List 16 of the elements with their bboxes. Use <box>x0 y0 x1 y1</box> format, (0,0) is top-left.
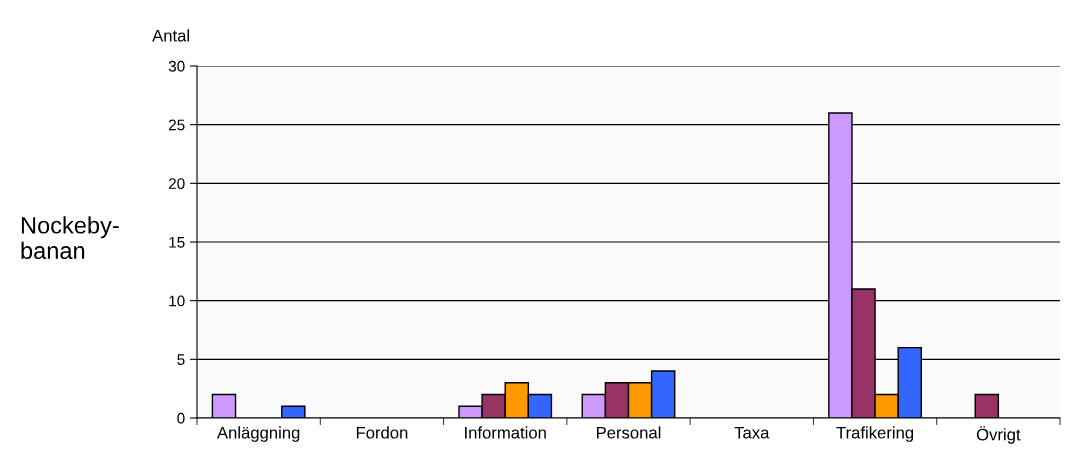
y-tick-label: 20 <box>168 178 185 190</box>
y-tick-label: 10 <box>169 295 185 307</box>
y-axis-title: Antal <box>152 29 189 42</box>
x-tick-label: Taxa <box>734 426 770 439</box>
y-tick-label: 15 <box>169 237 185 248</box>
x-tick-label: Information <box>465 426 546 439</box>
x-tick-label: Övrigt <box>976 426 1021 444</box>
y-tick-label: 30 <box>168 60 185 72</box>
x-tick-label: Anläggning <box>216 426 300 442</box>
text: Nockeby- banan <box>21 216 119 260</box>
x-tick-label: Fordon <box>356 426 408 439</box>
y-tick-label: 0 <box>177 412 185 424</box>
x-tick-label: Trafikering <box>836 426 914 442</box>
x-tick-label: Personal <box>596 426 661 439</box>
y-tick-label: 5 <box>177 354 185 366</box>
y-tick-label: 25 <box>168 119 185 131</box>
